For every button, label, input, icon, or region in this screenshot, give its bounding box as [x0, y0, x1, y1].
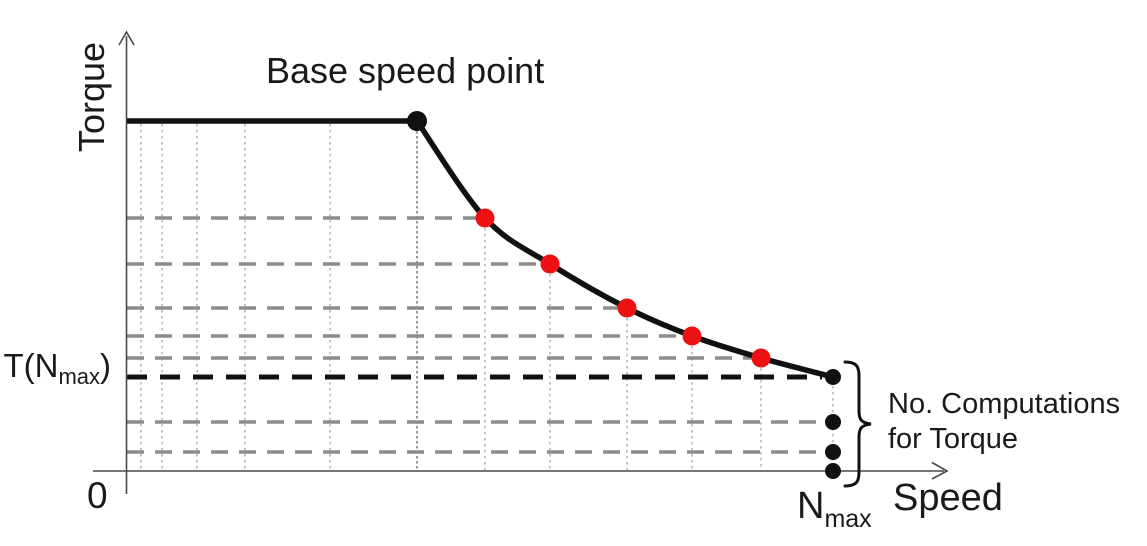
- curve-sample-dot: [617, 298, 637, 318]
- computations-line1: No. Computations: [888, 388, 1121, 420]
- nmax-computation-dot: [825, 369, 841, 385]
- curve-sample-dot: [682, 326, 702, 346]
- nmax-computation-dot: [825, 444, 841, 460]
- nmax-tick-label: Nmax: [797, 485, 872, 532]
- field-weakening-curve: [414, 118, 836, 380]
- curve-sample-dot: [475, 208, 495, 228]
- t-nmax-suffix: ): [100, 347, 111, 384]
- t-nmax-subscript: max: [58, 364, 100, 389]
- origin-label: 0: [87, 475, 108, 516]
- computations-annotation: No. Computations for Torque: [888, 387, 1120, 457]
- base-speed-point-label: Base speed point: [266, 50, 545, 91]
- computations-line2: for Torque: [888, 423, 1019, 455]
- nmax-computation-dot: [825, 414, 841, 430]
- computations-brace: [843, 360, 872, 488]
- nmax-prefix: N: [797, 485, 825, 527]
- curve-sample-dot: [540, 254, 560, 274]
- curve-sample-dot: [751, 348, 771, 368]
- y-axis-arrowhead: [118, 30, 135, 46]
- x-axis-label: Speed: [893, 477, 1003, 519]
- x-axis-arrowhead: [931, 461, 949, 480]
- nmax-subscript: max: [824, 505, 872, 533]
- nmax-computation-dot: [825, 463, 841, 479]
- y-axis-label: Torque: [71, 41, 113, 153]
- base-speed-point-dot: [407, 111, 427, 131]
- t-nmax-tick-label: T(Nmax): [0, 347, 111, 388]
- t-nmax-prefix: T(N: [3, 347, 59, 384]
